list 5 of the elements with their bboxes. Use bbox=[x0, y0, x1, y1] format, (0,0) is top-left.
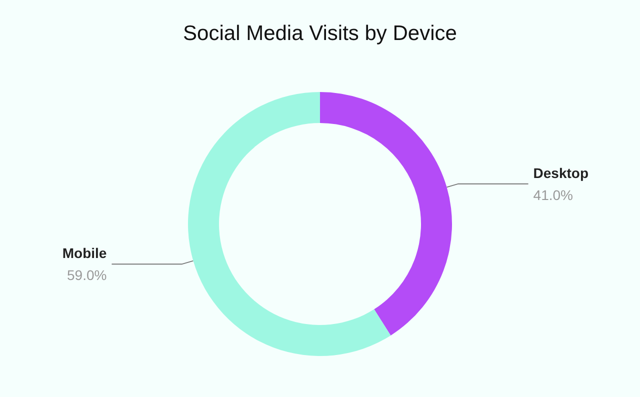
chart-title: Social Media Visits by Device bbox=[183, 22, 457, 45]
slice-label: Mobile bbox=[62, 245, 107, 262]
slice-label: Desktop bbox=[533, 164, 589, 181]
data-label: 59.0% bbox=[67, 267, 107, 284]
data-label: 41.0% bbox=[533, 186, 573, 203]
